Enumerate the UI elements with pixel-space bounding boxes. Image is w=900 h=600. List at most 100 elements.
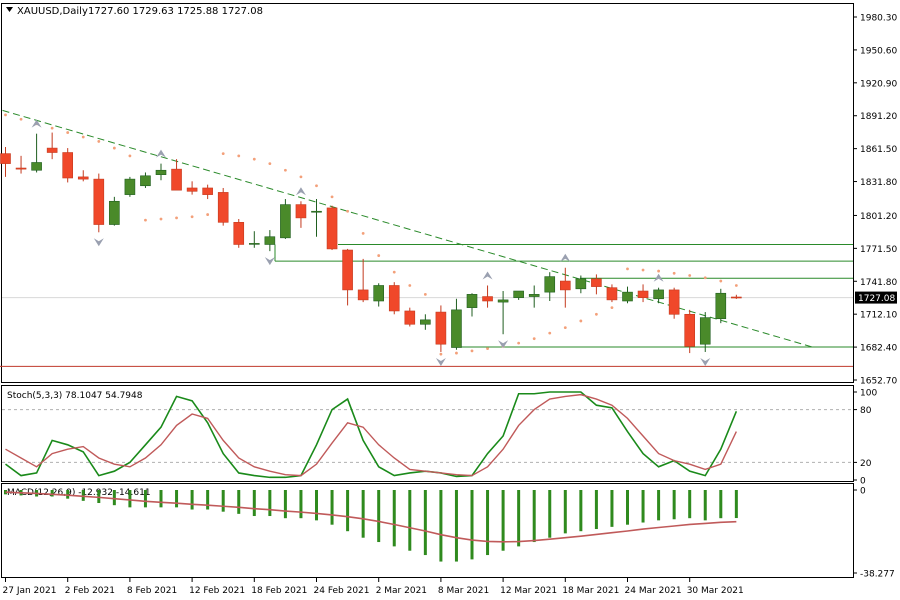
price-tick-label: 1741.80 bbox=[860, 278, 897, 288]
sar-dot bbox=[719, 279, 723, 283]
time-tick-label: 24 Mar 2021 bbox=[625, 586, 682, 596]
candle-body bbox=[357, 289, 369, 301]
sar-dot bbox=[672, 271, 676, 275]
price-tick-label: 1801.20 bbox=[860, 212, 897, 222]
sar-dot bbox=[377, 254, 381, 257]
macd-bar bbox=[734, 490, 738, 519]
candle-body bbox=[731, 296, 742, 299]
macd-bar bbox=[97, 490, 101, 504]
fractal-down-icon bbox=[498, 340, 509, 349]
candle-body bbox=[140, 175, 151, 187]
candle-body bbox=[171, 168, 182, 191]
sar-dot bbox=[268, 162, 272, 165]
macd-panel-frame bbox=[1, 483, 854, 578]
candle-body bbox=[622, 291, 633, 302]
candle-body bbox=[653, 289, 664, 300]
macd-bar bbox=[579, 490, 583, 532]
time-tick-label: 8 Mar 2021 bbox=[438, 586, 489, 596]
macd-bar bbox=[563, 490, 567, 534]
candle-body bbox=[264, 236, 276, 245]
macd-bar bbox=[66, 490, 70, 499]
candle-body bbox=[77, 176, 89, 180]
candle-body bbox=[497, 299, 509, 303]
candle-body bbox=[0, 153, 11, 164]
stoch-signal-line bbox=[5, 393, 737, 477]
sar-dot bbox=[128, 154, 132, 158]
candle-body bbox=[373, 285, 385, 302]
candle-body bbox=[217, 192, 229, 223]
candlesticks bbox=[0, 132, 742, 354]
price-axis: 1980.30 1950.60 1920.90 1891.20 1861.50 1831.… bbox=[853, 14, 897, 387]
collapse-arrow-icon[interactable] bbox=[6, 7, 13, 12]
macd-bar bbox=[143, 490, 147, 508]
sar-dot bbox=[641, 268, 645, 272]
sar-dot bbox=[190, 215, 194, 219]
macd-signal-line bbox=[5, 491, 737, 543]
sar-dot bbox=[206, 213, 210, 216]
sar-dot bbox=[532, 337, 536, 341]
macd-bar bbox=[377, 490, 381, 543]
candle-body bbox=[544, 276, 556, 293]
sar-dot bbox=[66, 131, 70, 134]
fractal-down-icon bbox=[435, 357, 446, 366]
macd-bar bbox=[688, 490, 692, 519]
candle-body bbox=[124, 178, 136, 195]
stochastic-panel: 100 80 20 0 bbox=[2, 389, 877, 487]
price-tick-label: 1891.20 bbox=[860, 112, 897, 122]
candle-body bbox=[46, 147, 58, 153]
fractal-up-icon bbox=[653, 273, 664, 282]
time-tick-label: 2 Feb 2021 bbox=[65, 586, 115, 596]
sar-dot bbox=[144, 218, 147, 222]
time-tick-label: 18 Mar 2021 bbox=[562, 586, 619, 596]
price-tick-label: 1861.50 bbox=[860, 145, 897, 155]
macd-bar bbox=[672, 490, 676, 520]
sar-dot bbox=[284, 168, 287, 172]
candle-body bbox=[606, 287, 618, 301]
macd-bar bbox=[346, 490, 350, 532]
sar-dot bbox=[252, 157, 256, 161]
sar-dot bbox=[50, 126, 54, 130]
macd-bar bbox=[299, 490, 303, 519]
time-tick-label: 24 Feb 2021 bbox=[314, 586, 370, 596]
fractal-up-icon bbox=[295, 187, 306, 196]
fractals bbox=[31, 119, 711, 366]
macd-title: MACD(12,26,9) -12.932 -14.611 bbox=[7, 488, 151, 498]
macd-bar bbox=[361, 490, 365, 538]
macd-bar bbox=[517, 490, 521, 547]
price-tick-label: 1771.50 bbox=[860, 245, 897, 255]
sar-dot bbox=[455, 351, 458, 355]
macd-bar bbox=[408, 490, 412, 551]
macd-bar bbox=[190, 490, 194, 510]
price-tick-label: 1652.70 bbox=[860, 377, 897, 387]
sar-dot bbox=[159, 217, 163, 221]
macd-bar bbox=[423, 490, 427, 556]
sar-dot bbox=[315, 184, 318, 188]
price-tick-label: 1950.60 bbox=[860, 46, 897, 56]
stoch-main-line bbox=[5, 391, 738, 479]
macd-bar bbox=[657, 490, 661, 521]
macd-bar bbox=[283, 490, 287, 519]
candle-body bbox=[575, 278, 587, 290]
sar-dot bbox=[610, 306, 614, 310]
macd-bar bbox=[439, 490, 443, 562]
macd-bar bbox=[175, 490, 179, 508]
time-tick-label: 12 Mar 2021 bbox=[500, 586, 557, 596]
candle-body bbox=[249, 243, 260, 245]
sar-dot bbox=[112, 146, 116, 150]
sar-dot bbox=[175, 216, 178, 220]
stoch-tick-label: 100 bbox=[860, 389, 877, 399]
candle-body bbox=[404, 310, 416, 325]
macd-bar bbox=[268, 490, 272, 517]
parabolic-sar bbox=[4, 113, 738, 356]
candle-body bbox=[342, 249, 353, 291]
candle-body bbox=[109, 200, 120, 225]
stoch-title: Stoch(5,3,3) 78.1047 54.7948 bbox=[7, 391, 143, 401]
candle-body bbox=[715, 292, 727, 320]
sar-dot bbox=[19, 117, 23, 121]
sar-dot bbox=[703, 276, 707, 280]
chart-header: XAUUSD,Daily 1727.60 1729.63 1725.88 172… bbox=[6, 6, 263, 17]
stoch-panel-frame bbox=[1, 385, 854, 482]
current-price-box bbox=[855, 291, 897, 304]
price-tick-label: 1682.40 bbox=[860, 344, 897, 354]
candle-body bbox=[311, 210, 322, 213]
